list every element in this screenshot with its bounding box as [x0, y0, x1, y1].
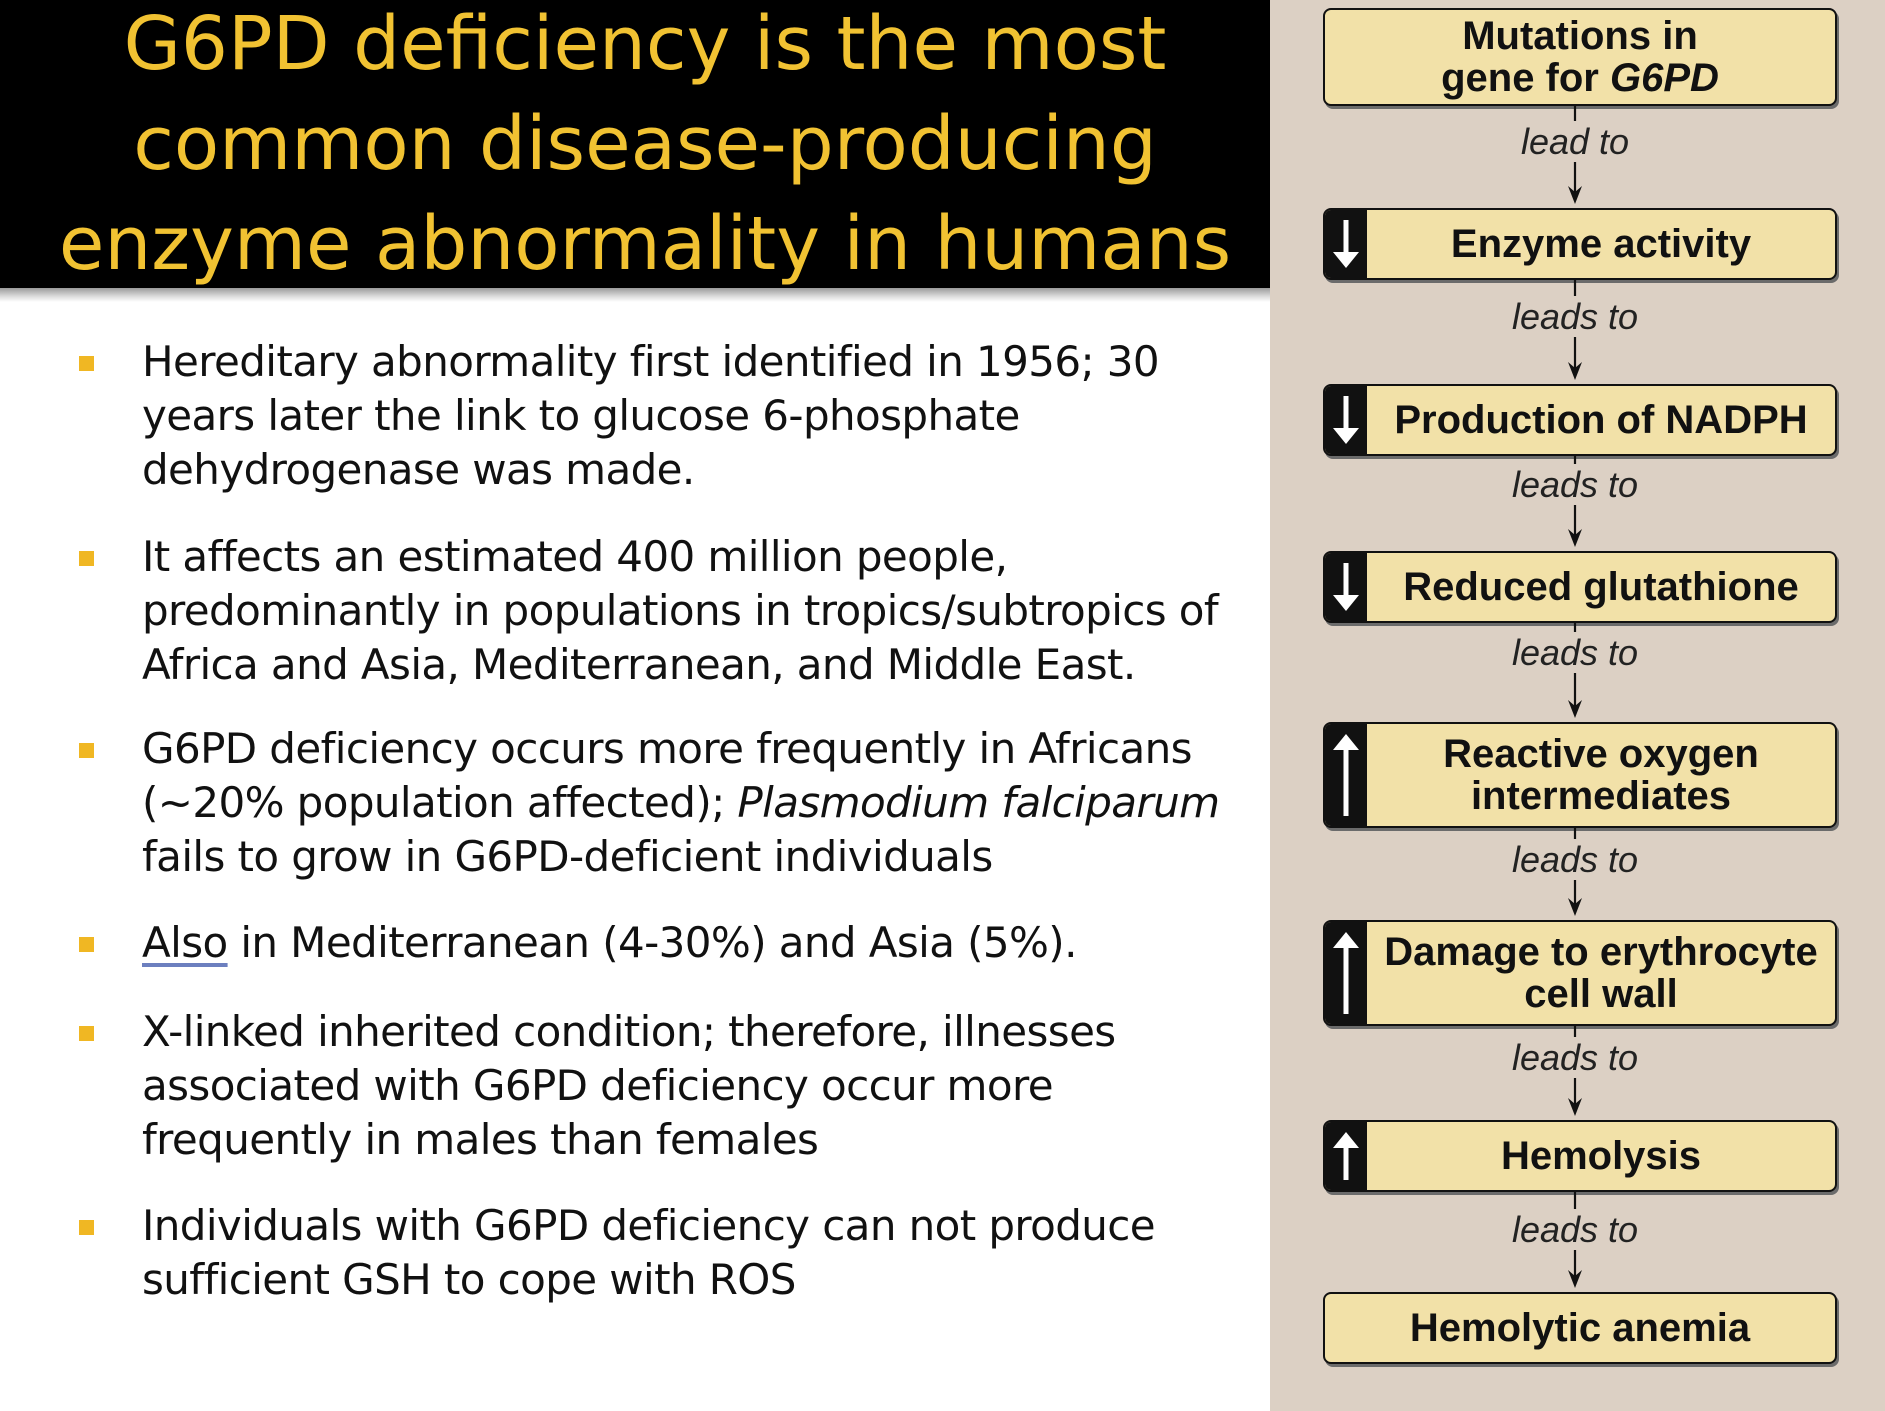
flow-step-box: Production of NADPH [1323, 384, 1837, 456]
flow-step-text: Mutations in [1462, 14, 1698, 58]
connector-label: lead to [1425, 121, 1725, 162]
flow-step-label: Mutations in gene for G6PD [1325, 10, 1835, 104]
bullet-marker-icon [79, 743, 94, 758]
flow-step-label: Hemolysis [1367, 1122, 1835, 1190]
connector-label: leads to [1425, 839, 1725, 880]
flow-step-box: Enzyme activity [1323, 208, 1837, 280]
flow-step-text: intermediates [1470, 774, 1732, 818]
increase-arrow-icon [1325, 1122, 1367, 1190]
connector-label: leads to [1425, 1037, 1725, 1078]
flow-step-text: Damage to erythrocyte [1384, 930, 1818, 974]
decrease-arrow-icon [1325, 553, 1367, 621]
flow-step-label: Production of NADPH [1367, 386, 1835, 454]
increase-arrow-icon [1325, 724, 1367, 826]
bullet-text: It affects an estimated 400 million peop… [142, 530, 1242, 692]
bullet-marker-icon [79, 937, 94, 952]
bullet-text-segment: fails to grow in G6PD-deficient individu… [142, 832, 993, 881]
connector-label: leads to [1425, 632, 1725, 673]
connector-label: leads to [1425, 296, 1725, 337]
flow-step-text: Hemolytic anemia [1409, 1306, 1751, 1350]
bullet-text-segment: in Mediterranean (4-30%) and Asia (5%). [227, 918, 1077, 967]
flow-step-label: Reactive oxygen intermediates [1367, 724, 1835, 826]
decrease-arrow-icon [1325, 386, 1367, 454]
flow-step-text: gene for [1441, 56, 1610, 100]
bullet-marker-icon [79, 1220, 94, 1235]
decrease-arrow-icon [1325, 210, 1367, 278]
bullet-text-segment: X-linked inherited condition; therefore,… [142, 1007, 1116, 1164]
flow-step-box: Reactive oxygen intermediates [1323, 722, 1837, 828]
bullet-text-segment: It affects an estimated 400 million peop… [142, 532, 1219, 689]
flow-step-text: cell wall [1524, 972, 1678, 1016]
bullet-text: X-linked inherited condition; therefore,… [142, 1005, 1242, 1167]
bullet-link-text[interactable]: Also [142, 918, 228, 967]
bullet-text: Also in Mediterranean (4-30%) and Asia (… [142, 916, 1242, 970]
bullet-text: G6PD deficiency occurs more frequently i… [142, 722, 1242, 884]
flow-step-text: Reactive oxygen [1443, 732, 1759, 776]
flow-step-label: Enzyme activity [1367, 210, 1835, 278]
flow-step-box: Reduced glutathione [1323, 551, 1837, 623]
flow-step-box: Hemolysis [1323, 1120, 1837, 1192]
connector-label: leads to [1425, 1209, 1725, 1250]
flow-step-label: Damage to erythrocyte cell wall [1367, 922, 1835, 1024]
flow-step-box: Damage to erythrocyte cell wall [1323, 920, 1837, 1026]
bullet-list: Hereditary abnormality first identified … [79, 335, 1242, 1307]
flow-step-text: Production of NADPH [1394, 398, 1808, 442]
flow-step-text: Reduced glutathione [1403, 565, 1799, 609]
slide-title: G6PD deficiency is the most common disea… [20, 0, 1270, 288]
bullet-marker-icon [79, 551, 94, 566]
flow-step-label: Hemolytic anemia [1325, 1294, 1835, 1362]
bullet-text: Individuals with G6PD deficiency can not… [142, 1199, 1242, 1307]
flow-step-box: Mutations in gene for G6PD [1323, 8, 1837, 106]
bullet-text-segment: G6PD deficiency occurs more frequently i… [142, 724, 1192, 827]
connector-label: leads to [1425, 464, 1725, 505]
title-divider [0, 288, 1270, 302]
flow-step-label: Reduced glutathione [1367, 553, 1835, 621]
flow-step-text: Hemolysis [1500, 1134, 1702, 1178]
title-line: common disease-producing [133, 101, 1157, 187]
bullet-marker-icon [79, 356, 94, 371]
bullet-marker-icon [79, 1026, 94, 1041]
bullet-text-segment: Plasmodium falciparum [737, 778, 1220, 827]
title-line: G6PD deficiency is the most [123, 1, 1167, 87]
bullet-text-segment: Individuals with G6PD deficiency can not… [142, 1201, 1156, 1304]
bullet-text-segment: Hereditary abnormality first identified … [142, 337, 1160, 494]
increase-arrow-icon [1325, 922, 1367, 1024]
flow-step-box: Hemolytic anemia [1323, 1292, 1837, 1364]
title-line: enzyme abnormality in humans [58, 201, 1232, 287]
flow-step-text: Enzyme activity [1450, 222, 1752, 266]
bullet-text: Hereditary abnormality first identified … [142, 335, 1242, 497]
flow-step-text: G6PD [1609, 56, 1719, 100]
title-bar [0, 0, 1270, 288]
